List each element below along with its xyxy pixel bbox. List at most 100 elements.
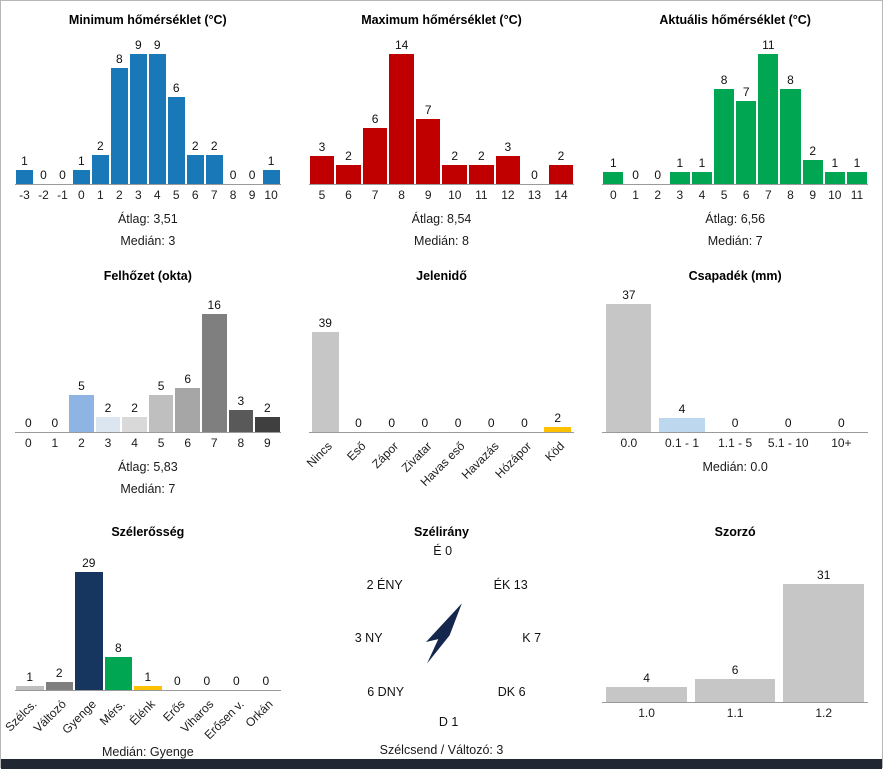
- bar-value-label: 3: [237, 394, 245, 408]
- wind-dir-e: K 7: [522, 631, 542, 645]
- bar-column: 37: [602, 283, 655, 432]
- x-tick-label: 8: [787, 188, 794, 202]
- bar-value-label: 3: [318, 140, 326, 154]
- x-tick-label: -1: [57, 188, 68, 202]
- bar: [495, 156, 521, 184]
- bar: [201, 314, 227, 432]
- panel-cloud-cover: Felhőzet (okta) 0 0 5 2 2 5 6 16 3 2 0 1 2 3 4 5 6 7 8 9 Á…: [1, 257, 295, 513]
- bars-area: 4 6 31: [602, 563, 868, 703]
- bars-area: 3 2 6 14 7 2 2 3 0 2: [308, 35, 575, 185]
- stat-line: Medián: 8: [414, 234, 469, 248]
- x-tick-label: 5.1 - 10: [767, 436, 809, 450]
- bar-column: 1: [846, 35, 868, 184]
- bar-column: 3: [228, 283, 255, 432]
- bar-value-label: 6: [731, 663, 739, 677]
- bar: [694, 679, 776, 702]
- bar-column: 1: [824, 35, 846, 184]
- bar-value-label: 2: [477, 149, 485, 163]
- x-tick-label: 14: [554, 188, 568, 202]
- bar-column: 0: [342, 283, 375, 432]
- bar: [544, 427, 572, 432]
- bar: [783, 584, 864, 702]
- bar-column: 16: [201, 283, 228, 432]
- wind-direction-compass: É 0 ÉK 13 K 7 DK 6 D 1 6 DNY 3 NY 2 ÉNY: [295, 541, 589, 733]
- wind-strength-chart: 1 2 29 8 1 0 0 0 0 Szélcs. Változó Gyenge Mérs. Élén…: [1, 551, 295, 742]
- bar-value-label: 0: [838, 416, 845, 430]
- wind-dir-s: D 1: [438, 715, 459, 729]
- bar-column: 0: [521, 35, 548, 184]
- panel-wind-strength: Szélerősség 1 2 29 8 1 0 0 0 0 Szélcs. Változó Gye…: [1, 513, 295, 759]
- bar: [802, 160, 823, 184]
- bar-value-label: 2: [554, 411, 562, 425]
- bar-value-label: 2: [451, 149, 459, 163]
- bar: [758, 54, 779, 184]
- bar-column: 2: [91, 35, 110, 184]
- bars-area: 37 4 0 0 0: [602, 283, 868, 433]
- bar-value-label: 0: [421, 416, 429, 430]
- bar: [16, 170, 33, 184]
- bar-value-label: 1: [144, 670, 152, 684]
- bar: [148, 395, 174, 432]
- bar-value-label: 0: [731, 416, 739, 430]
- bar-column: 0: [475, 283, 508, 432]
- x-tick-label: 11: [850, 188, 864, 202]
- bar-column: 4: [655, 283, 708, 432]
- bar-column: 8: [110, 35, 129, 184]
- bars-area: 1 2 29 8 1 0 0 0 0: [15, 551, 281, 691]
- bar: [846, 172, 868, 184]
- x-tick-label: Hózápor: [492, 439, 535, 481]
- x-tick-label: 3: [134, 188, 142, 202]
- bar-value-label: 2: [264, 401, 271, 415]
- bar-column: 1: [133, 551, 163, 690]
- bar-value-label: 0: [203, 674, 211, 688]
- chart-stats: Szélcsend / Változó: 3: [295, 739, 589, 761]
- chart-stats: Átlag: 8,54 Medián: 8: [295, 208, 589, 252]
- x-tick-label: 7: [371, 188, 379, 202]
- bar-column: 2: [802, 35, 824, 184]
- bar-value-label: 0: [229, 168, 237, 182]
- bar: [69, 395, 94, 432]
- bar-value-label: 2: [345, 149, 352, 163]
- bar-column: 7: [735, 35, 757, 184]
- bar: [442, 165, 468, 184]
- bar-value-label: 6: [172, 81, 180, 95]
- present-weather-chart: 39 0 0 0 0 0 0 2 Nincs Eső Zápor Zivatar Havas eső H…: [295, 283, 589, 489]
- bar-column: 2: [441, 35, 468, 184]
- bar-column: 2: [254, 283, 281, 432]
- panel-precipitation: Csapadék (mm) 37 4 0 0 0 0.0 0.1 - 1 1.1 - 5 5.…: [588, 257, 882, 513]
- bar-column: 0: [15, 283, 42, 432]
- bar-column: 6: [167, 35, 186, 184]
- bar: [16, 686, 44, 690]
- x-tick-label: 0: [78, 188, 85, 202]
- x-tick-label: 7: [765, 188, 772, 202]
- bar-column: 0: [163, 551, 193, 690]
- x-tick-label: 4: [153, 188, 161, 202]
- x-axis-labels: 0 1 2 3 4 5 6 7 8 9: [15, 433, 281, 450]
- wind-dir-w: 3 NY: [354, 631, 383, 645]
- bar-column: 3: [495, 35, 522, 184]
- x-tick-label: 8: [229, 188, 237, 202]
- stat-line: Átlag: 6,56: [705, 212, 766, 226]
- panel-max-temperature: Maximum hőmérséklet (°C) 3 2 6 14 7 2 2 3 0 2 5 6 7…: [295, 1, 589, 257]
- bar-column: 1: [669, 35, 691, 184]
- bar: [262, 170, 280, 184]
- panel-current-temperature: Aktuális hőmérséklet (°C) 1 0 0 1 1 8 7 11 8 2 1 1 …: [588, 1, 882, 257]
- bar-value-label: 8: [115, 52, 123, 66]
- x-tick-label: -2: [38, 188, 49, 202]
- bar: [205, 155, 223, 184]
- bar-column: 2: [186, 35, 205, 184]
- bar: [824, 172, 845, 184]
- bar: [186, 155, 204, 184]
- x-tick-label: -3: [19, 188, 30, 202]
- bar: [311, 332, 339, 432]
- bar: [469, 165, 494, 184]
- x-tick-label: 6: [191, 188, 199, 202]
- x-tick-label: 9: [264, 436, 271, 450]
- x-tick-label: 10+: [831, 436, 852, 450]
- x-tick-label: 4: [131, 436, 138, 450]
- chart-stats: Medián: Gyenge: [1, 741, 295, 763]
- bar-column: 0: [192, 551, 222, 690]
- bar: [129, 54, 147, 184]
